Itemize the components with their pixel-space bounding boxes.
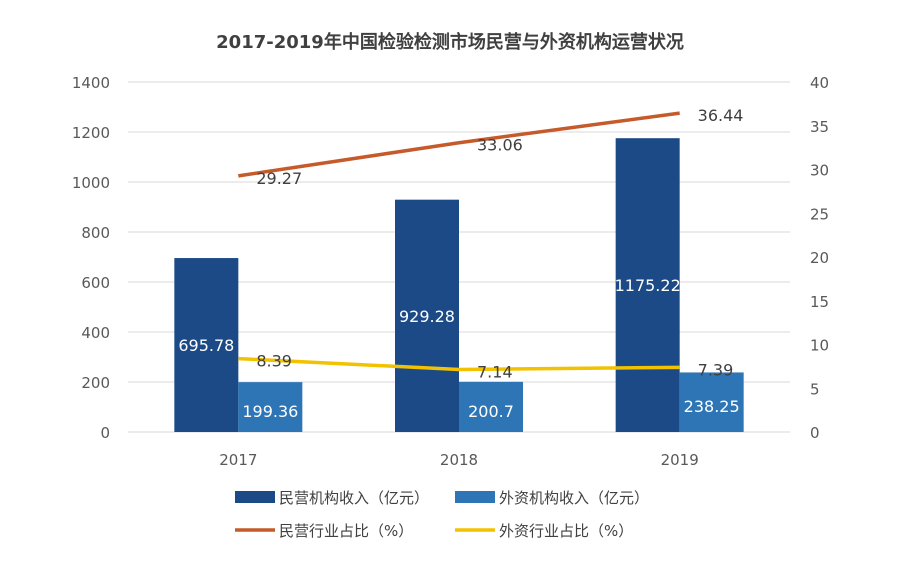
y-left-tick-label: 1200 [72,124,110,142]
y-left-tick-label: 1400 [72,74,110,92]
y-left-tick-label: 400 [81,324,110,342]
x-tick-label: 2017 [219,451,257,469]
line-data-label: 8.39 [256,352,292,371]
y-right-tick-label: 30 [810,162,829,180]
legend-label: 外资行业占比（%） [499,522,633,540]
y-left-tick-label: 600 [81,274,110,292]
y-left-tick-label: 200 [81,374,110,392]
chart-title: 2017-2019年中国检验检测市场民营与外资机构运营状况 [216,31,684,53]
line-series [238,111,680,178]
bar-data-label: 200.7 [468,402,514,421]
bar [679,372,744,432]
y-right-tick-label: 15 [810,293,829,311]
y-right-tick-label: 40 [810,74,829,92]
legend-swatch [235,491,275,503]
x-tick-label: 2018 [440,451,478,469]
line-data-label: 29.27 [256,169,302,188]
y-right-tick-label: 20 [810,249,829,267]
y-left-tick-label: 0 [100,424,110,442]
bar-data-label: 238.25 [684,397,740,416]
bar-data-label: 1175.22 [615,276,681,295]
y-left-tick-label: 1000 [72,174,110,192]
bar [238,382,303,432]
bar [459,381,523,432]
y-right-tick-label: 35 [810,118,829,136]
legend-swatch [455,491,495,503]
bar [615,138,680,432]
legend-label: 民营行业占比（%） [279,522,413,540]
bar [395,199,459,432]
legend-label: 民营机构收入（亿元） [279,489,429,507]
line-data-label: 7.14 [477,363,513,382]
bar-data-label: 695.78 [178,336,234,355]
line-series [238,356,680,372]
bar [174,258,239,432]
x-tick-label: 2019 [661,451,699,469]
y-right-tick-label: 5 [810,380,820,398]
line-data-label: 7.39 [698,360,734,379]
y-left-tick-label: 800 [81,224,110,242]
y-right-tick-label: 25 [810,205,829,223]
y-right-tick-label: 10 [810,337,829,355]
legend-label: 外资机构收入（亿元） [499,489,649,507]
bar-data-label: 199.36 [242,402,298,421]
y-right-tick-label: 0 [810,424,820,442]
bar-data-label: 929.28 [399,307,455,326]
line-data-label: 33.06 [477,136,523,155]
line-data-label: 36.44 [698,106,744,125]
